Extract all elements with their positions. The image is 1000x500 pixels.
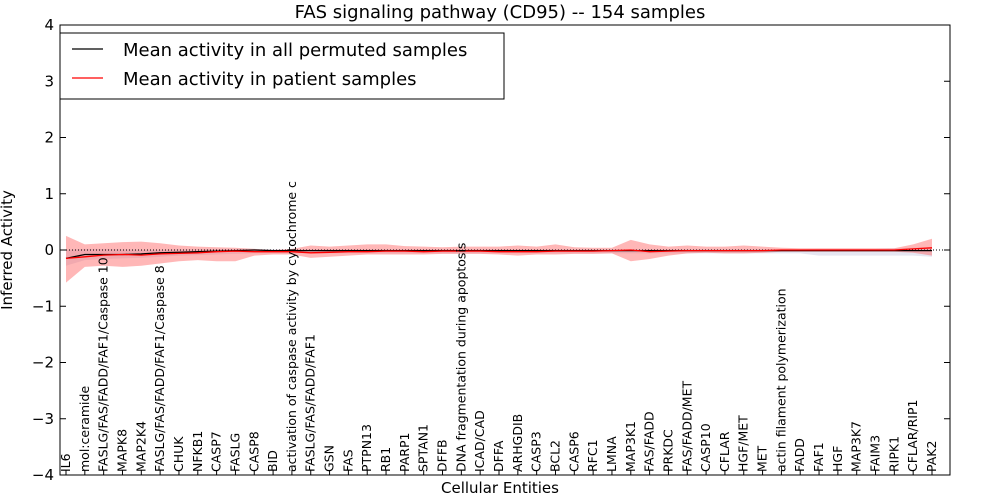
x-tick-label: MET xyxy=(755,445,770,472)
confidence-bands xyxy=(66,235,932,283)
y-tick-label: 0 xyxy=(44,241,54,259)
x-tick-label: ARHGDIB xyxy=(510,414,525,472)
x-tick-label: CASP3 xyxy=(529,431,544,472)
x-tick-label: HGF xyxy=(830,446,845,472)
x-tick-label: FAS/FADD/MET xyxy=(679,381,694,472)
y-tick-label: −3 xyxy=(32,410,54,428)
x-tick-label: LMNA xyxy=(604,436,619,472)
x-tick-label: MAP3K7 xyxy=(849,421,864,472)
x-axis: IL6 mol:ceramide FASLG/FAS/FADD/FAF1/Caspa… xyxy=(58,181,939,475)
x-tick-label: BID xyxy=(265,450,280,472)
x-tick-label: DNA fragmentation during apoptosis xyxy=(453,243,468,472)
x-tick-label: PARP1 xyxy=(397,433,412,472)
x-tick-label: FAS xyxy=(340,449,355,472)
x-tick-label: activation of caspase activity by cytoch… xyxy=(284,181,299,472)
y-tick-label: 4 xyxy=(44,16,54,34)
x-tick-label: FAF1 xyxy=(811,442,826,472)
y-tick-label: −1 xyxy=(32,297,54,315)
x-tick-label: RFC1 xyxy=(585,439,600,472)
x-tick-label: MAP2K4 xyxy=(133,421,148,472)
x-tick-label: MAPK8 xyxy=(115,429,130,472)
y-tick-label: −2 xyxy=(32,354,54,372)
x-tick-label: HGF/MET xyxy=(736,415,751,472)
band-patient xyxy=(66,235,932,283)
series-line-patient xyxy=(65,247,933,260)
x-tick-label: RIPK1 xyxy=(886,436,901,472)
legend-label-patient: Mean activity in patient samples xyxy=(123,69,417,90)
x-tick-label: CFLAR/RIP1 xyxy=(905,400,920,472)
x-tick-label: ICAD/CAD xyxy=(472,410,487,472)
x-tick-label: CASP7 xyxy=(209,431,224,472)
y-tick-label: 1 xyxy=(44,185,54,203)
x-tick-label: RB1 xyxy=(378,447,393,472)
x-tick-label: CHUK xyxy=(171,436,186,472)
x-tick-label: BCL2 xyxy=(548,440,563,472)
y-axis-label: Inferred Activity xyxy=(0,190,16,310)
x-tick-label: FAS/FADD xyxy=(642,411,657,472)
legend: Mean activity in all permuted samples Me… xyxy=(59,32,505,100)
legend-label-permuted: Mean activity in all permuted samples xyxy=(123,40,467,61)
x-tick-label: PRKDC xyxy=(660,429,675,472)
x-tick-label: mol:ceramide xyxy=(77,386,92,472)
x-tick-label: FASLG xyxy=(227,433,242,472)
x-tick-label: FASLG/FAS/FADD/FAF1/Caspase 8 xyxy=(152,265,167,472)
x-tick-label: CFLAR xyxy=(717,431,732,472)
x-tick-label: NFKB1 xyxy=(190,431,205,472)
x-tick-label: IL6 xyxy=(58,453,73,472)
x-tick-label: actin filament polymerization xyxy=(773,288,788,472)
y-axis: 4 3 2 1 0 −1 −2 −3 −4 xyxy=(32,16,950,484)
y-tick-label: 3 xyxy=(44,72,54,90)
x-tick-label: FASLG/FAS/FADD/FAF1/Caspase 10 xyxy=(96,257,111,472)
chart-title: FAS signaling pathway (CD95) -- 154 samp… xyxy=(295,2,706,23)
x-tick-label: CASP10 xyxy=(698,423,713,472)
x-axis-label: Cellular Entities xyxy=(441,479,559,497)
y-tick-label: −4 xyxy=(32,466,54,484)
x-tick-label: PTPN13 xyxy=(359,424,374,472)
x-tick-label: FASLG/FAS/FADD/FAF1 xyxy=(303,334,318,472)
x-tick-label: CASP6 xyxy=(566,431,581,472)
y-tick-label: 2 xyxy=(44,129,54,147)
legend-box xyxy=(59,32,505,100)
x-tick-label: GSN xyxy=(322,445,337,472)
x-tick-label: CASP8 xyxy=(246,431,261,472)
series-lines xyxy=(65,247,933,260)
x-tick-label: DFFA xyxy=(491,440,506,472)
x-tick-label: FADD xyxy=(792,438,807,472)
x-tick-label: SPTAN1 xyxy=(416,424,431,472)
x-tick-label: FAIM3 xyxy=(868,435,883,472)
x-tick-label: PAK2 xyxy=(924,441,939,472)
x-tick-label: DFFB xyxy=(435,439,450,472)
x-tick-label: MAP3K1 xyxy=(623,421,638,472)
